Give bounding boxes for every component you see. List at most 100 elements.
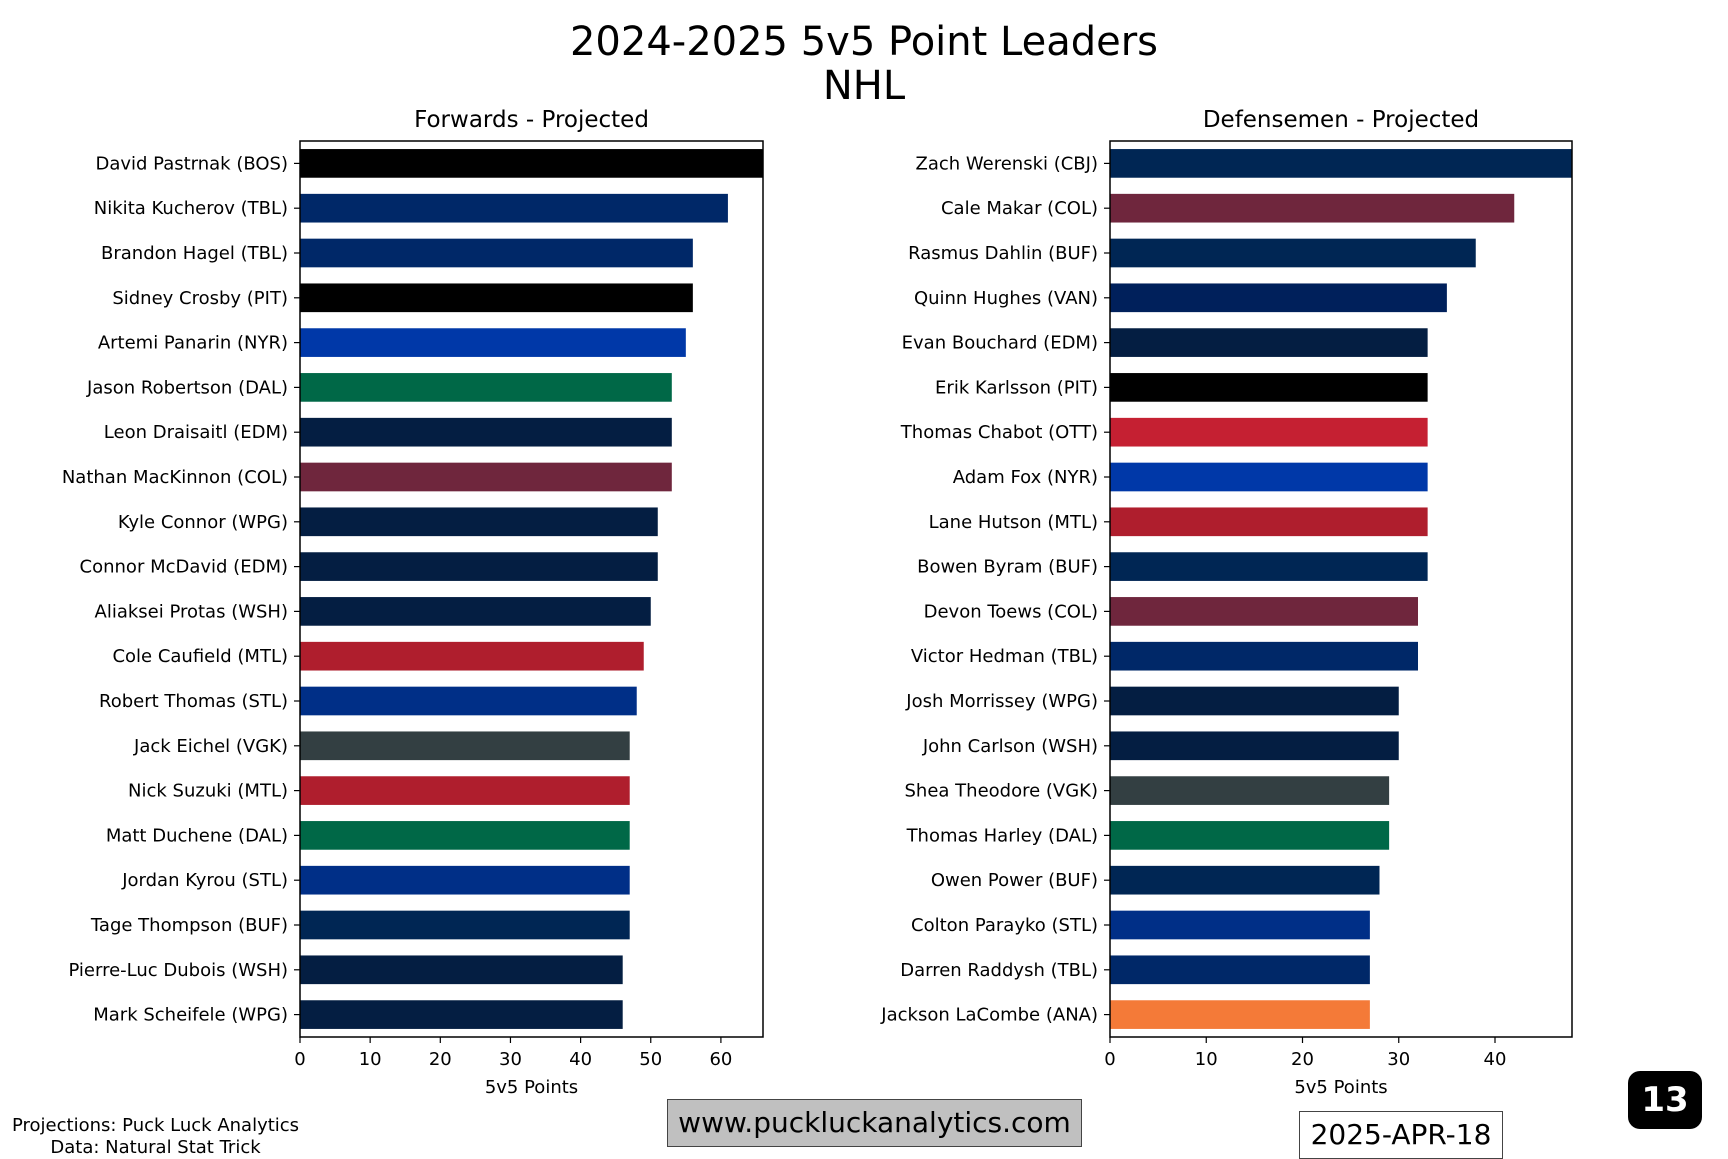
bar	[300, 238, 693, 268]
bar	[1110, 283, 1447, 313]
x-tick-label: 0	[1104, 1049, 1115, 1070]
bar	[1110, 328, 1428, 357]
y-tick-label: Connor McDavid (EDM)	[80, 557, 288, 578]
bar	[1110, 417, 1428, 447]
y-tick-label: Thomas Harley (DAL)	[906, 825, 1098, 846]
y-tick-label: Jackson LaCombe (ANA)	[880, 1005, 1098, 1026]
y-tick-label: Josh Morrissey (WPG)	[905, 691, 1098, 712]
plot-frame	[1109, 140, 1573, 1038]
x-tick-label: 40	[1484, 1049, 1507, 1070]
bar	[1110, 776, 1390, 805]
bar	[300, 597, 651, 626]
y-tick-label: Quinn Hughes (VAN)	[914, 288, 1098, 309]
y-tick-label: Sidney Crosby (PIT)	[112, 288, 288, 309]
y-tick-label: Robert Thomas (STL)	[99, 691, 288, 712]
bar	[300, 865, 630, 895]
y-tick-label: Rasmus Dahlin (BUF)	[908, 243, 1098, 264]
chart-panel-2: Zach Werenski (CBJ) Cale Makar (COL) Rasmu…	[880, 107, 1573, 1098]
x-axis-label: 5v5 Points	[1294, 1077, 1387, 1098]
chart-subtitle: NHL	[822, 63, 906, 109]
panel-title: Forwards - Projected	[414, 107, 649, 133]
bar	[300, 731, 630, 761]
y-tick-label: Adam Fox (NYR)	[953, 467, 1098, 488]
y-tick-label: Jordan Kyrou (STL)	[121, 870, 288, 891]
page-number-badge: 13	[1628, 1071, 1702, 1129]
bar	[300, 641, 644, 671]
website-label: www.puckluckanalytics.com	[667, 1099, 1082, 1147]
bar	[1110, 865, 1380, 895]
y-tick-label: Thomas Chabot (OTT)	[900, 422, 1098, 443]
y-tick-label: Artemi Panarin (NYR)	[98, 333, 288, 354]
plot-frame	[299, 140, 764, 1038]
y-tick-label: Aliaksei Protas (WSH)	[95, 601, 289, 622]
chart-title: 2024-2025 5v5 Point Leaders	[569, 19, 1159, 65]
bar	[300, 283, 693, 313]
y-tick-label: Brandon Hagel (TBL)	[101, 243, 288, 264]
x-axis-label: 5v5 Points	[485, 1077, 578, 1098]
bar	[300, 328, 686, 357]
bar	[1110, 821, 1390, 850]
y-tick-label: Nick Suzuki (MTL)	[128, 781, 288, 802]
x-tick-label: 30	[499, 1049, 522, 1070]
x-tick-label: 10	[359, 1049, 382, 1070]
bar	[300, 462, 672, 492]
y-tick-label: Cale Makar (COL)	[941, 198, 1098, 219]
y-tick-label: Colton Parayko (STL)	[911, 915, 1098, 936]
x-tick-label: 30	[1387, 1049, 1410, 1070]
x-tick-label: 10	[1195, 1049, 1218, 1070]
y-tick-label: Nathan MacKinnon (COL)	[62, 467, 288, 488]
bar	[1110, 462, 1428, 492]
bar	[1110, 149, 1572, 178]
bar	[300, 149, 763, 178]
y-tick-label: Jack Eichel (VGK)	[133, 736, 288, 757]
bar	[300, 373, 672, 402]
bar	[1110, 955, 1370, 985]
credits-projections: Projections: Puck Luck Analytics	[12, 1115, 300, 1136]
y-tick-label: Mark Scheifele (WPG)	[93, 1005, 288, 1026]
bar	[1110, 193, 1515, 223]
y-tick-label: John Carlson (WSH)	[922, 736, 1098, 757]
y-tick-label: Matt Duchene (DAL)	[106, 825, 288, 846]
y-tick-label: Nikita Kucherov (TBL)	[94, 198, 288, 219]
y-tick-label: Kyle Connor (WPG)	[118, 512, 288, 533]
y-tick-label: Pierre-Luc Dubois (WSH)	[68, 960, 288, 981]
bar	[1110, 686, 1399, 716]
y-tick-label: Devon Toews (COL)	[924, 601, 1098, 622]
y-tick-label: Cole Caufield (MTL)	[112, 646, 288, 667]
bar	[300, 910, 630, 940]
bar	[300, 686, 637, 716]
bar	[1110, 731, 1399, 761]
y-tick-label: Owen Power (BUF)	[931, 870, 1098, 891]
bar	[1110, 910, 1370, 940]
bar	[300, 507, 658, 537]
credits-data-source: Data: Natural Stat Trick	[50, 1137, 261, 1158]
credits: Projections: Puck Luck Analytics Data: N…	[12, 1115, 299, 1159]
bar	[300, 193, 728, 223]
y-tick-label: Lane Hutson (MTL)	[929, 512, 1098, 533]
bar	[300, 955, 623, 985]
y-tick-label: Tage Thompson (BUF)	[90, 915, 288, 936]
bar	[300, 417, 672, 447]
y-tick-label: Shea Theodore (VGK)	[905, 781, 1099, 802]
y-tick-label: David Pastrnak (BOS)	[95, 153, 288, 174]
x-tick-label: 60	[709, 1049, 732, 1070]
bar	[300, 1000, 623, 1029]
bar	[1110, 373, 1428, 402]
x-tick-label: 50	[639, 1049, 662, 1070]
x-tick-label: 0	[294, 1049, 305, 1070]
chart-panel-1: David Pastrnak (BOS) Nikita Kucherov (TBL…	[62, 107, 764, 1098]
bar	[1110, 1000, 1370, 1029]
y-tick-label: Darren Raddysh (TBL)	[900, 960, 1098, 981]
panel-title: Defensemen - Projected	[1203, 107, 1479, 133]
y-tick-label: Zach Werenski (CBJ)	[916, 153, 1099, 174]
bar	[1110, 597, 1418, 626]
y-tick-label: Bowen Byram (BUF)	[917, 557, 1098, 578]
y-tick-label: Victor Hedman (TBL)	[911, 646, 1098, 667]
y-tick-label: Leon Draisaitl (EDM)	[104, 422, 288, 443]
bar	[300, 552, 658, 581]
bar	[1110, 507, 1428, 537]
bar	[1110, 238, 1476, 268]
date-label: 2025-APR-18	[1299, 1111, 1503, 1159]
x-tick-label: 20	[429, 1049, 452, 1070]
